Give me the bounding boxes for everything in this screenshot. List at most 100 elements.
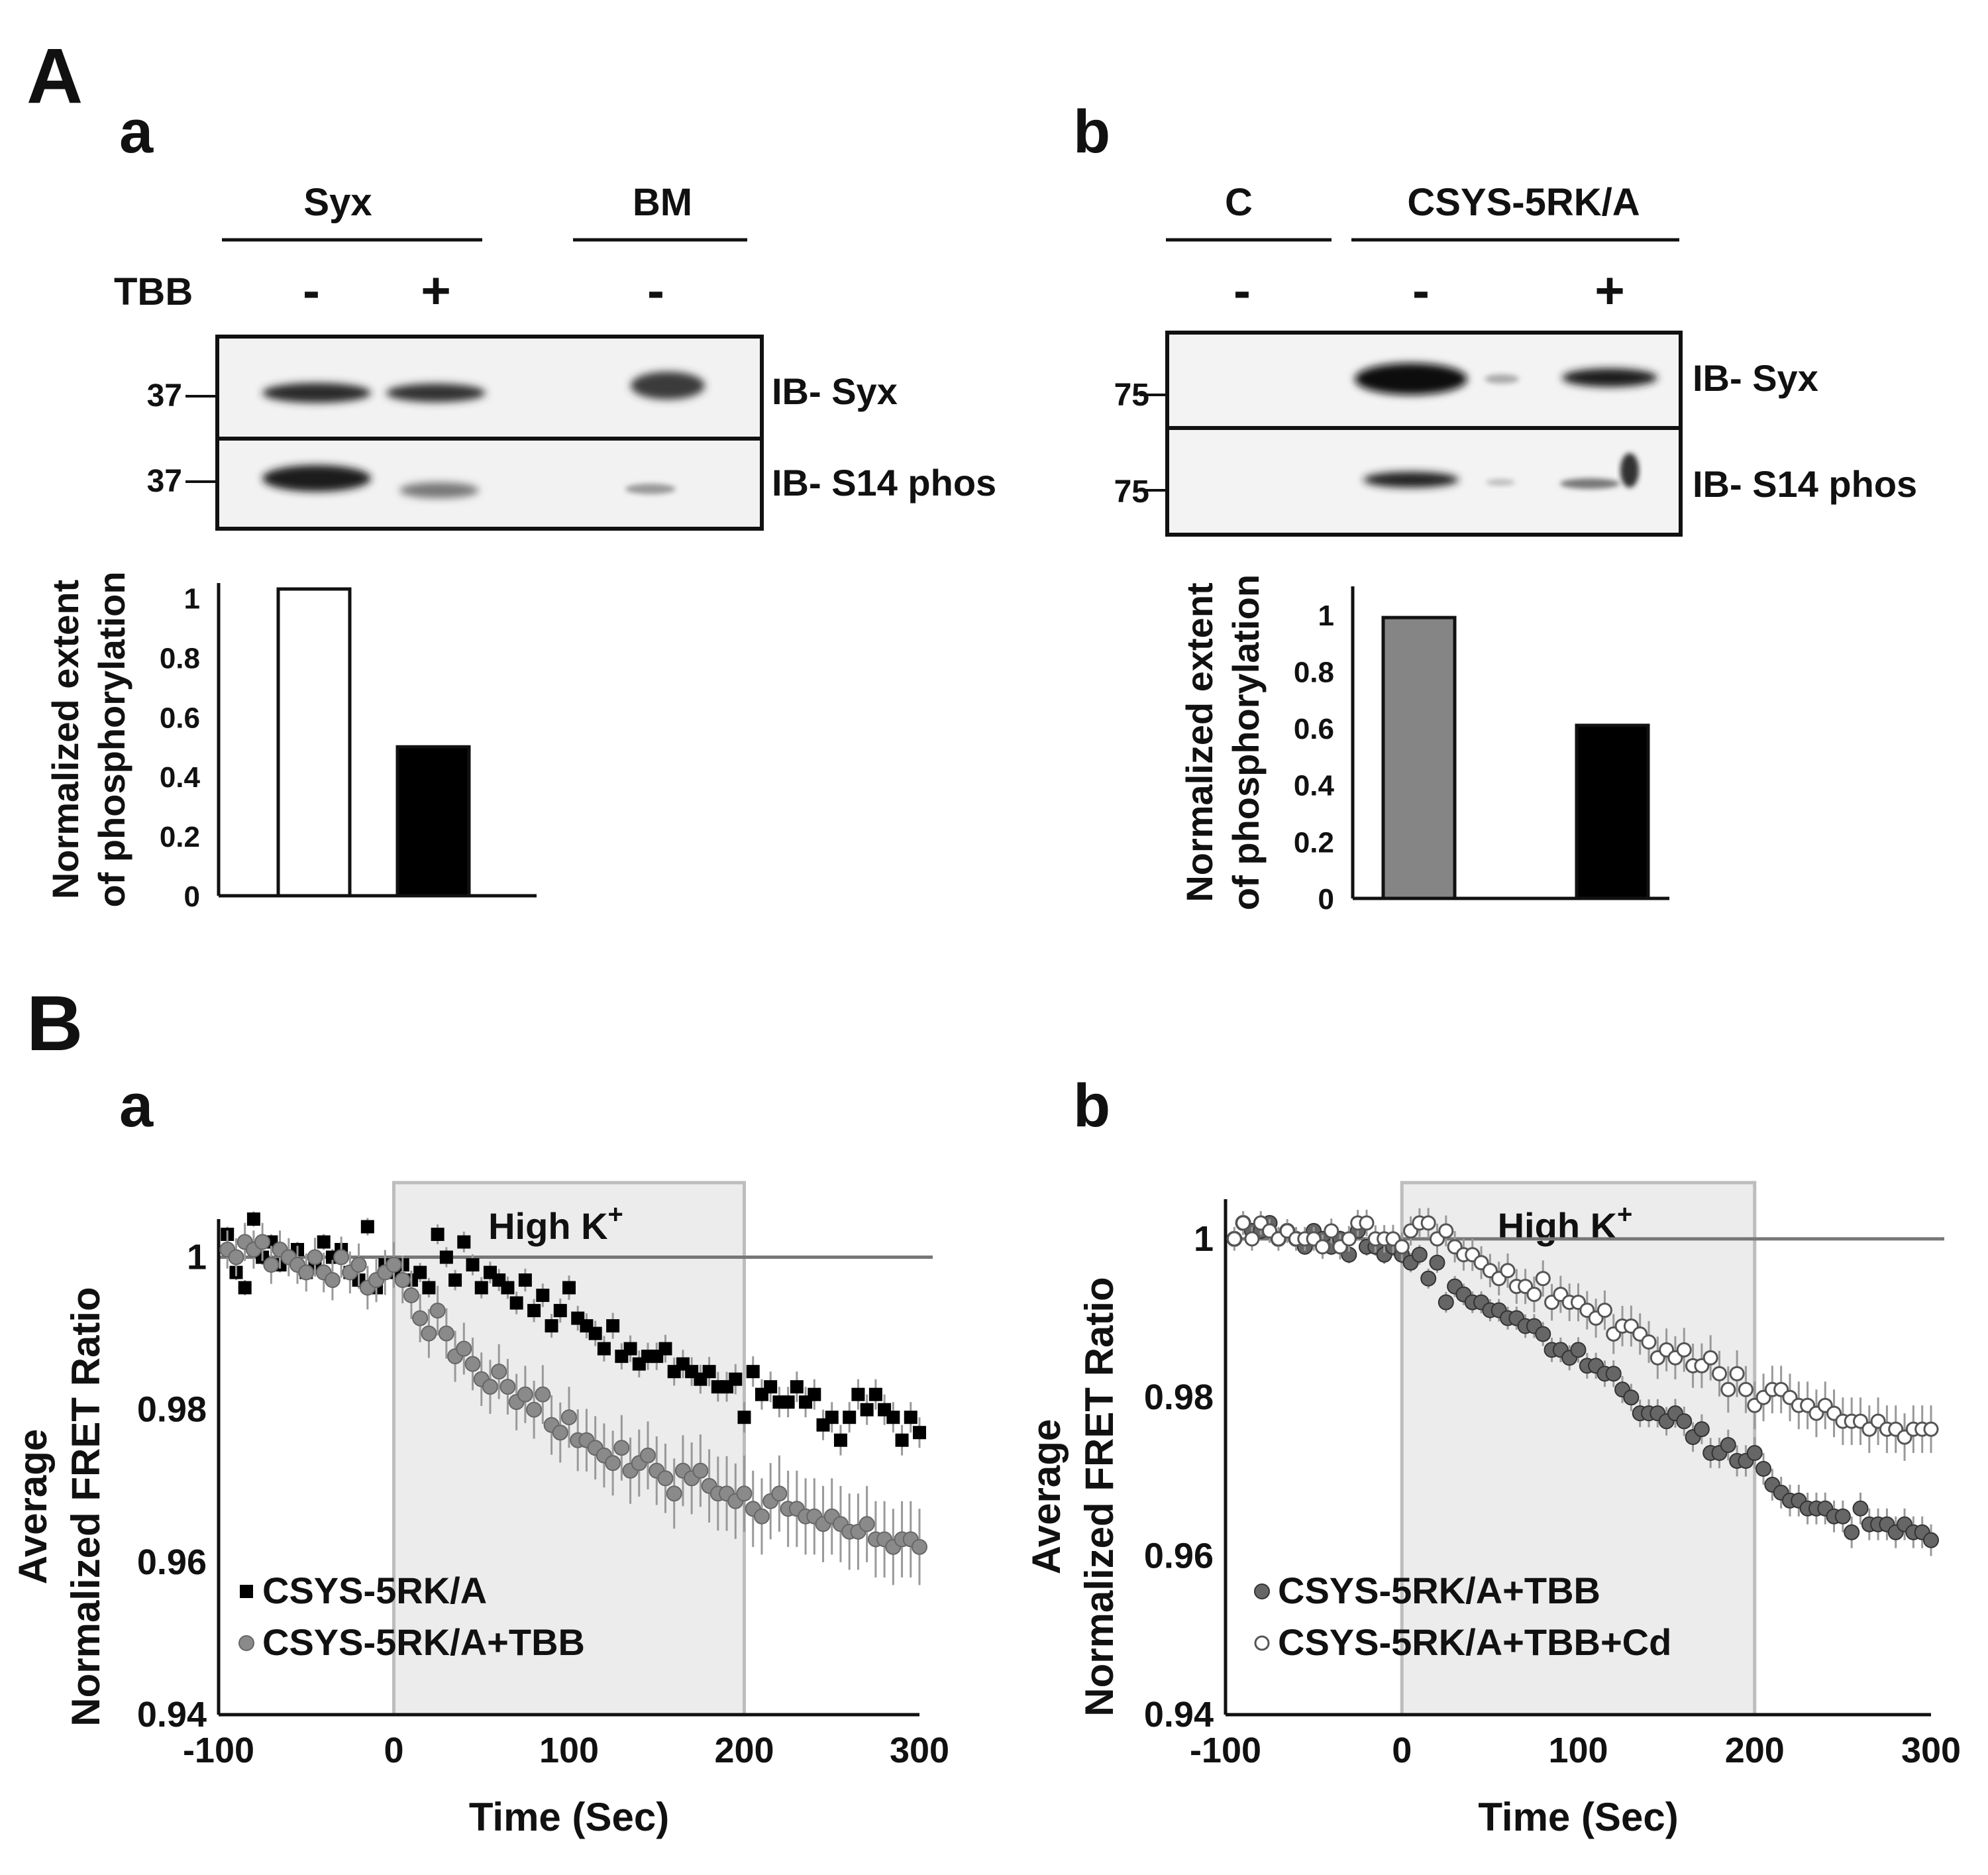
bar [1381, 616, 1457, 900]
y-axis-title: of phosphorylation [1225, 574, 1267, 910]
y-tick-label: 0 [184, 881, 200, 913]
high-k-text: High K [1498, 1205, 1617, 1247]
data-point [386, 1257, 402, 1273]
data-point [859, 1516, 875, 1532]
data-point [394, 1272, 411, 1289]
high-k-region [392, 1181, 746, 1717]
data-point [518, 1273, 532, 1287]
data-point [527, 1304, 541, 1318]
data-point [623, 1342, 637, 1356]
high-k-superscript: + [1617, 1200, 1632, 1229]
sign-aa-2: + [421, 261, 451, 319]
data-point [1254, 1635, 1270, 1651]
data-point [658, 1342, 672, 1356]
data-point [771, 1485, 788, 1502]
data-point [413, 1265, 427, 1279]
data-point [843, 1411, 857, 1424]
bar [1575, 723, 1650, 900]
data-point [562, 1281, 576, 1295]
data-point [517, 1386, 533, 1403]
mw-aa-bottom: 37 [147, 464, 182, 499]
x-tick-label: -100 [183, 1731, 254, 1770]
data-point [640, 1447, 656, 1464]
data-point [1535, 1326, 1551, 1342]
data-point [1729, 1366, 1745, 1381]
y-tick-label: 0.98 [137, 1390, 207, 1430]
bar [395, 745, 471, 898]
data-point [238, 1281, 252, 1295]
data-point [1438, 1294, 1454, 1311]
data-point [474, 1281, 488, 1295]
data-point [439, 1250, 453, 1264]
data-point [1738, 1381, 1753, 1397]
data-point [1676, 1342, 1692, 1358]
panel-Ba-label: a [119, 1072, 154, 1140]
y-tick-label: 0.2 [160, 821, 200, 853]
data-point [588, 1326, 602, 1340]
data-point [1394, 1239, 1410, 1255]
y-axis-title: Normalized extent [44, 580, 86, 899]
data-point [1244, 1231, 1260, 1247]
data-point [1834, 1508, 1851, 1525]
treatment-label-tbb: TBB [114, 270, 193, 313]
blot-label-aa-top: IB- Syx [772, 370, 898, 412]
data-point [240, 1585, 253, 1598]
y-axis-title: Normalized FRET Ratio [64, 1287, 108, 1726]
data-point [491, 1364, 507, 1380]
data-point [238, 1635, 254, 1651]
mw-aa-top: 37 [147, 378, 182, 413]
y-tick-label: 0 [1318, 883, 1334, 916]
y-tick-label: 0.96 [137, 1542, 207, 1582]
legend-label: CSYS-5RK/A+TBB [1278, 1570, 1600, 1611]
data-point [729, 1372, 743, 1386]
mw-ab-bottom: 75 [1114, 474, 1149, 509]
data-point [552, 1424, 568, 1441]
data-point [464, 1356, 481, 1372]
data-point [737, 1411, 751, 1424]
legend-label: CSYS-5RK/A+TBB+Cd [1278, 1621, 1671, 1663]
data-point [254, 1234, 271, 1250]
x-tick-label: 100 [1548, 1731, 1608, 1770]
data-point [1693, 1421, 1710, 1438]
data-point [324, 1272, 340, 1289]
data-point [1923, 1421, 1939, 1437]
data-point [895, 1433, 909, 1447]
data-point [246, 1212, 260, 1226]
data-point [1702, 1350, 1718, 1366]
y-tick-label: 0.94 [137, 1695, 207, 1735]
data-point [868, 1387, 882, 1401]
y-tick-label: 0.2 [1294, 826, 1334, 859]
data-point [1712, 1366, 1727, 1381]
scatter-chart-bb: High K+ -100 0 100 200 300 0.94 0.96 0.98 1 Time (… [1024, 1181, 1961, 1839]
data-point [657, 1470, 674, 1487]
data-point [833, 1433, 847, 1447]
data-point [307, 1249, 323, 1265]
data-point [1226, 1231, 1242, 1247]
x-tick-label: -100 [1190, 1731, 1261, 1770]
series-1 [219, 1222, 927, 1585]
data-point [429, 1303, 446, 1319]
data-point [466, 1258, 480, 1272]
blot-label-aa-bottom: IB- S14 phos [772, 462, 996, 504]
group-label-bm: BM [633, 181, 692, 224]
legend-label: CSYS-5RK/A+TBB [262, 1621, 585, 1663]
data-point [904, 1411, 917, 1424]
high-k-label: High K+ [488, 1200, 623, 1247]
y-axis-title: Average [1024, 1419, 1069, 1575]
bar [276, 587, 352, 898]
data-point [1429, 1254, 1445, 1271]
data-point [781, 1395, 795, 1409]
data-point [1570, 1342, 1587, 1358]
blot-label-ab-top: IB- Syx [1693, 357, 1818, 399]
data-point [851, 1387, 865, 1401]
data-point [317, 1235, 331, 1249]
group-label-syx: Syx [303, 181, 372, 224]
data-point [509, 1296, 523, 1310]
data-point [913, 1426, 926, 1440]
blot-ab [1165, 331, 1683, 537]
y-tick-label: 0.96 [1144, 1536, 1214, 1576]
bar-chart-ab: 0 0.2 0.4 0.6 0.8 1 Normalized extent of phosph… [1178, 574, 1669, 916]
data-point [499, 1379, 516, 1395]
data-point [1254, 1583, 1270, 1599]
